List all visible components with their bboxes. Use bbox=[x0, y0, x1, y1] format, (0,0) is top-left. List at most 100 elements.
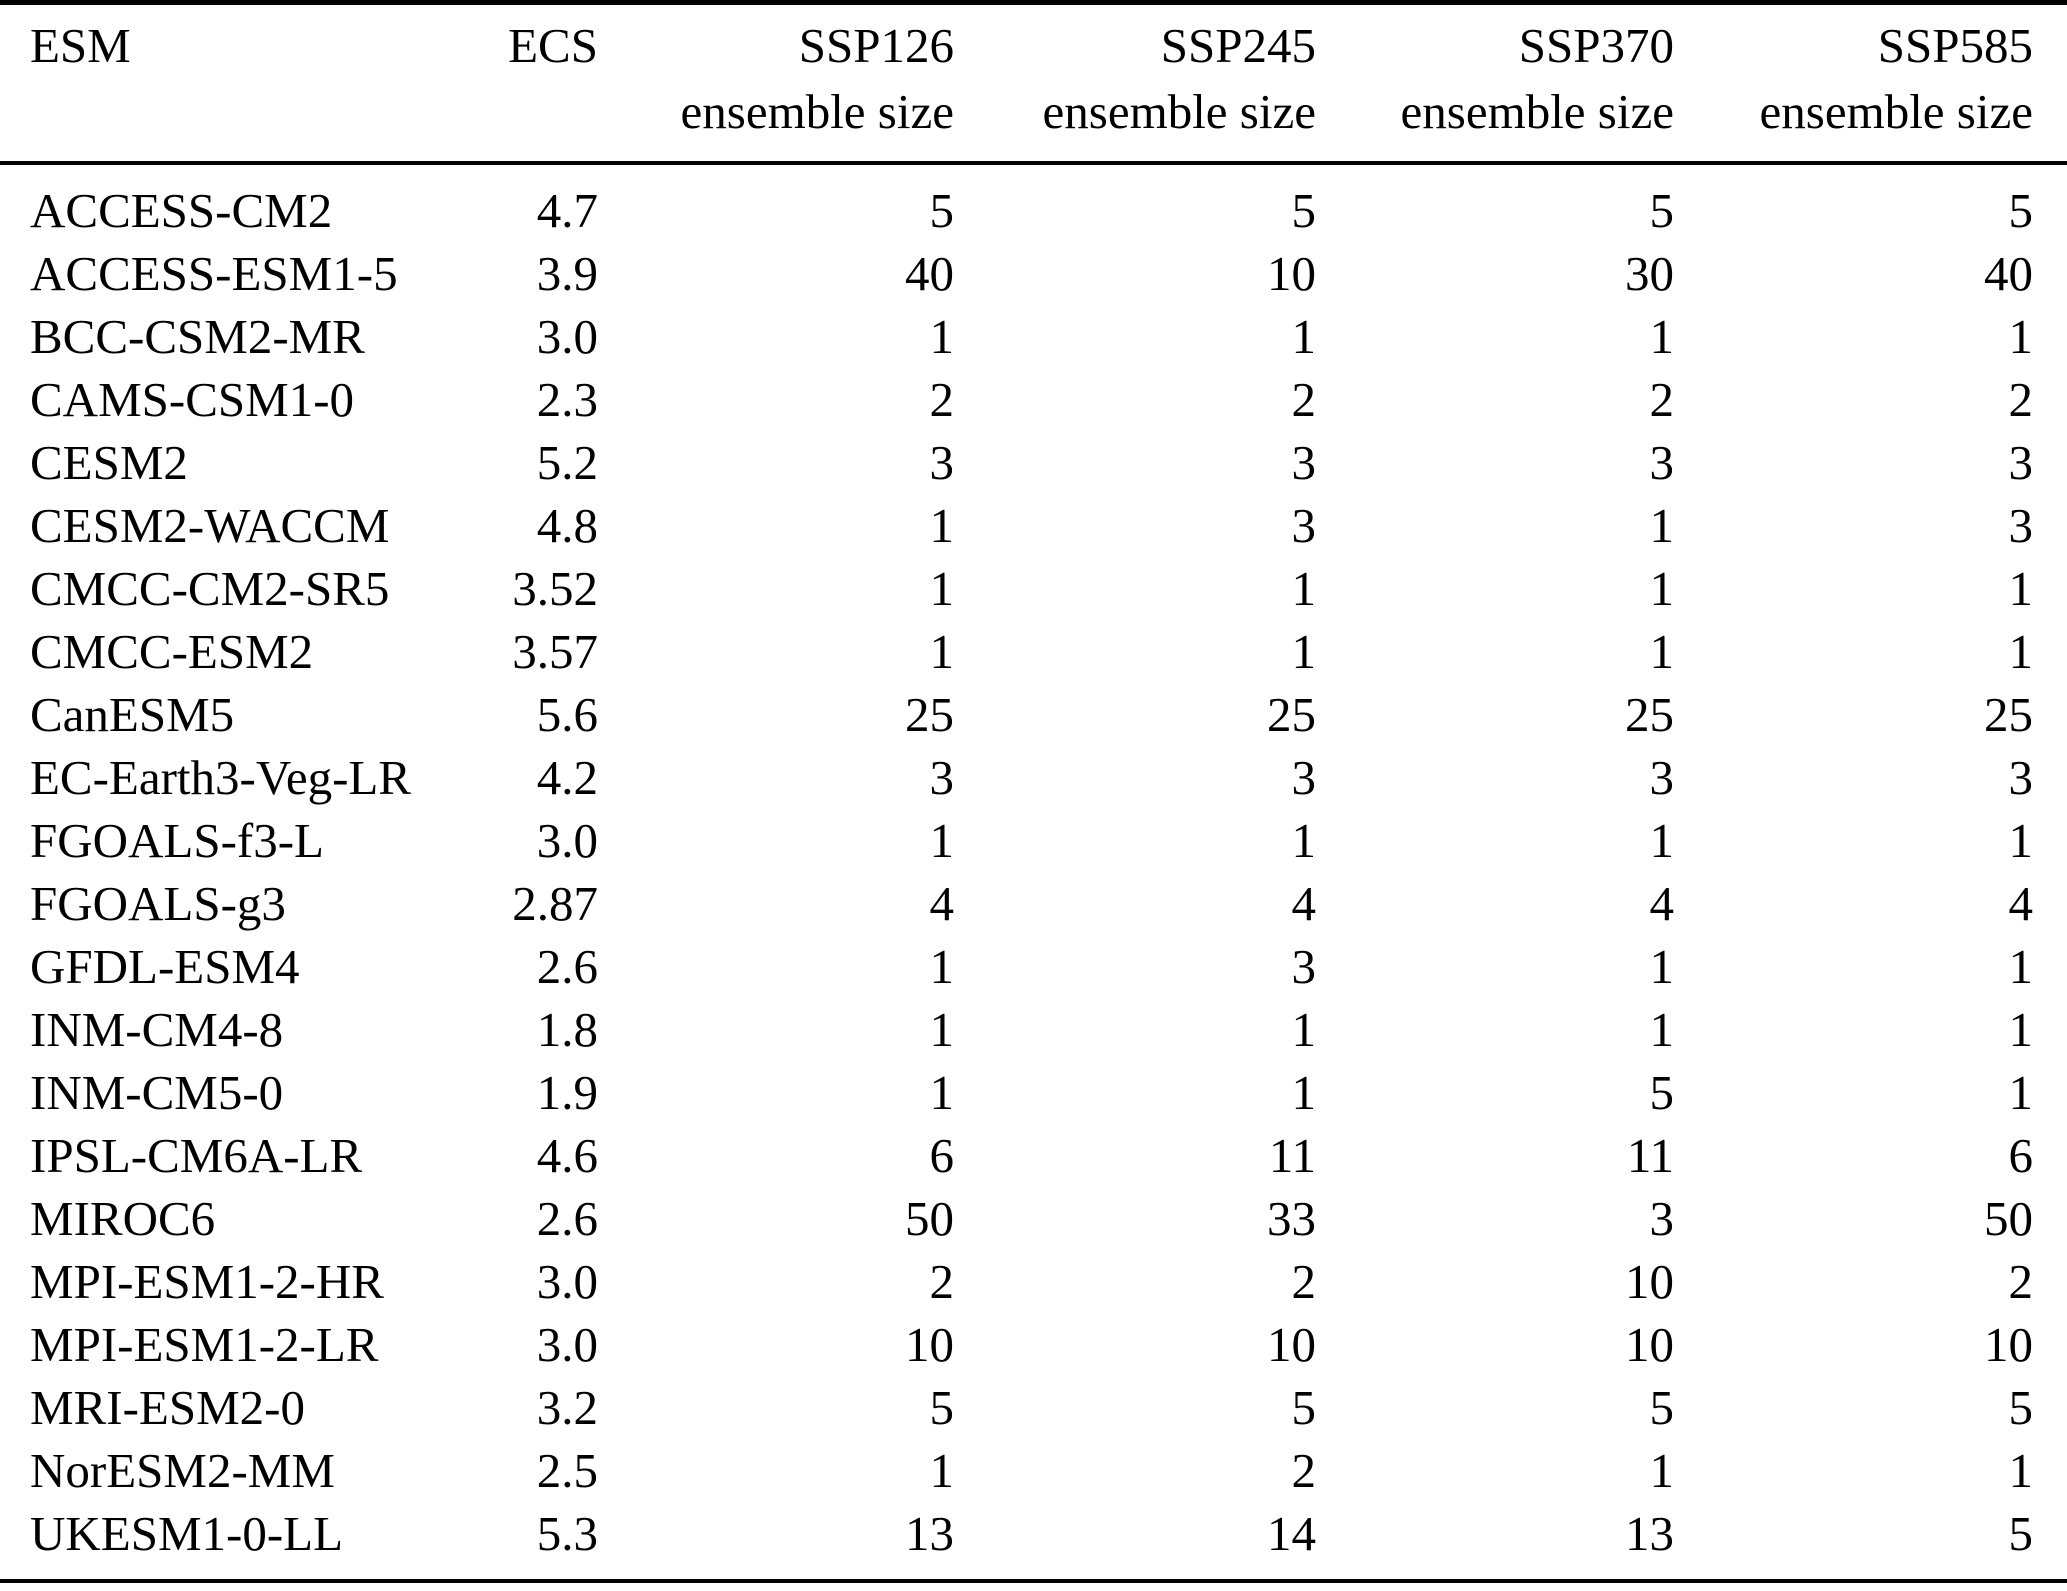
esm-name-cell: EC-Earth3-Veg-LR bbox=[30, 750, 411, 805]
ensemble-value-cell: 3.57 bbox=[512, 624, 598, 679]
column-header-esm: ESM bbox=[0, 2, 462, 165]
ensemble-value-cell: 1 bbox=[2008, 1443, 2034, 1498]
ensemble-value-cell: 10 bbox=[1267, 246, 1316, 301]
ensemble-value-cell: 3 bbox=[1649, 1191, 1675, 1246]
ensemble-value-cell: 1 bbox=[2008, 1065, 2034, 1120]
ensemble-value-cell: 3 bbox=[2008, 435, 2034, 490]
esm-name-cell: MPI-ESM1-2-LR bbox=[30, 1317, 379, 1372]
table-row: UKESM1-0-LL 5.3 13 14 13 5 bbox=[0, 1502, 2067, 1581]
ensemble-value-cell: 2.6 bbox=[536, 939, 598, 994]
ensemble-value-cell: 3 bbox=[2008, 750, 2034, 805]
ensemble-value-cell: 1 bbox=[929, 498, 955, 553]
ensemble-value-cell: 3 bbox=[1291, 498, 1317, 553]
ensemble-value-cell: 33 bbox=[1267, 1191, 1316, 1246]
column-label: SSP370 bbox=[1518, 18, 1674, 73]
ensemble-value-cell: 5 bbox=[1649, 1380, 1675, 1435]
ensemble-value-cell: 2 bbox=[1291, 372, 1317, 427]
ensemble-value-cell: 50 bbox=[905, 1191, 954, 1246]
ensemble-value-cell: 1 bbox=[929, 813, 955, 868]
ensemble-value-cell: 3.0 bbox=[536, 1317, 598, 1372]
ensemble-value-cell: 2.5 bbox=[536, 1443, 598, 1498]
esm-name-cell: MIROC6 bbox=[30, 1191, 216, 1246]
ensemble-value-cell: 40 bbox=[905, 246, 954, 301]
column-sublabel bbox=[462, 79, 598, 145]
ensemble-value-cell: 6 bbox=[2008, 1128, 2034, 1183]
ensemble-value-cell: 10 bbox=[1625, 1254, 1674, 1309]
ensemble-value-cell: 1 bbox=[1291, 1065, 1317, 1120]
ensemble-value-cell: 6 bbox=[929, 1128, 955, 1183]
column-sublabel bbox=[30, 79, 462, 145]
table-row: BCC-CSM2-MR 3.0 1 1 1 1 bbox=[0, 305, 2067, 368]
ensemble-value-cell: 5 bbox=[2008, 183, 2034, 238]
table-row: MPI-ESM1-2-HR 3.0 2 2 10 2 bbox=[0, 1250, 2067, 1313]
ensemble-value-cell: 5 bbox=[1649, 183, 1675, 238]
ensemble-value-cell: 1 bbox=[1649, 498, 1675, 553]
table-row: FGOALS-g3 2.87 4 4 4 4 bbox=[0, 872, 2067, 935]
column-label: SSP126 bbox=[798, 18, 954, 73]
table-row: GFDL-ESM4 2.6 1 3 1 1 bbox=[0, 935, 2067, 998]
ensemble-value-cell: 1 bbox=[2008, 624, 2034, 679]
ensemble-value-cell: 1 bbox=[929, 1065, 955, 1120]
ensemble-value-cell: 5 bbox=[1291, 183, 1317, 238]
ensemble-value-cell: 30 bbox=[1625, 246, 1674, 301]
ensemble-value-cell: 2 bbox=[2008, 1254, 2034, 1309]
ensemble-value-cell: 25 bbox=[905, 687, 954, 742]
ensemble-value-cell: 4 bbox=[1649, 876, 1675, 931]
ensemble-value-cell: 13 bbox=[905, 1506, 954, 1561]
table-row: CMCC-CM2-SR5 3.52 1 1 1 1 bbox=[0, 557, 2067, 620]
table-row: INM-CM5-0 1.9 1 1 5 1 bbox=[0, 1061, 2067, 1124]
ensemble-value-cell: 1 bbox=[2008, 309, 2034, 364]
table-row: NorESM2-MM 2.5 1 2 1 1 bbox=[0, 1439, 2067, 1502]
ensemble-value-cell: 1 bbox=[2008, 939, 2034, 994]
column-label: ECS bbox=[508, 18, 598, 73]
ensemble-value-cell: 1 bbox=[1649, 624, 1675, 679]
ensemble-value-cell: 3.0 bbox=[536, 309, 598, 364]
ensemble-value-cell: 25 bbox=[1984, 687, 2033, 742]
column-label: SSP245 bbox=[1160, 18, 1316, 73]
ensemble-value-cell: 5.6 bbox=[536, 687, 598, 742]
esm-name-cell: FGOALS-g3 bbox=[30, 876, 286, 931]
ensemble-value-cell: 10 bbox=[1267, 1317, 1316, 1372]
ensemble-value-cell: 3 bbox=[929, 750, 955, 805]
ensemble-value-cell: 1 bbox=[1291, 813, 1317, 868]
esm-name-cell: CanESM5 bbox=[30, 687, 235, 742]
ensemble-value-cell: 1 bbox=[2008, 1002, 2034, 1057]
ensemble-value-cell: 4 bbox=[1291, 876, 1317, 931]
ensemble-value-cell: 1 bbox=[1291, 624, 1317, 679]
table-row: FGOALS-f3-L 3.0 1 1 1 1 bbox=[0, 809, 2067, 872]
ensemble-value-cell: 3.9 bbox=[536, 246, 598, 301]
ensemble-value-cell: 3 bbox=[1291, 750, 1317, 805]
ensemble-value-cell: 1 bbox=[929, 561, 955, 616]
column-sublabel: ensemble size bbox=[1400, 84, 1674, 139]
ensemble-value-cell: 5 bbox=[929, 183, 955, 238]
ensemble-value-cell: 2 bbox=[929, 372, 955, 427]
ensemble-value-cell: 1 bbox=[929, 309, 955, 364]
esm-name-cell: GFDL-ESM4 bbox=[30, 939, 300, 994]
ensemble-value-cell: 10 bbox=[1625, 1317, 1674, 1372]
table-body: ACCESS-CM2 4.7 5 5 5 5 ACCESS-ESM1-5 3.9 40 10 30 4… bbox=[0, 163, 2067, 1581]
ensemble-value-cell: 2 bbox=[1649, 372, 1675, 427]
ensemble-value-cell: 5 bbox=[1291, 1380, 1317, 1435]
esm-name-cell: INM-CM5-0 bbox=[30, 1065, 284, 1120]
ensemble-value-cell: 1.9 bbox=[536, 1065, 598, 1120]
ensemble-value-cell: 3.2 bbox=[536, 1380, 598, 1435]
column-label: ESM bbox=[30, 18, 131, 73]
ensemble-value-cell: 3 bbox=[1649, 435, 1675, 490]
column-header-ssp126: SSP126 ensemble size bbox=[598, 2, 954, 165]
esm-name-cell: UKESM1-0-LL bbox=[30, 1506, 344, 1561]
esm-name-cell: INM-CM4-8 bbox=[30, 1002, 284, 1057]
ensemble-value-cell: 3.52 bbox=[512, 561, 598, 616]
ensemble-value-cell: 3 bbox=[1291, 435, 1317, 490]
ensemble-value-cell: 1 bbox=[929, 1443, 955, 1498]
esm-name-cell: CMCC-CM2-SR5 bbox=[30, 561, 390, 616]
ensemble-value-cell: 10 bbox=[1984, 1317, 2033, 1372]
table-row: CMCC-ESM2 3.57 1 1 1 1 bbox=[0, 620, 2067, 683]
ensemble-value-cell: 1 bbox=[929, 624, 955, 679]
ensemble-value-cell: 1 bbox=[1649, 561, 1675, 616]
esm-name-cell: CESM2-WACCM bbox=[30, 498, 390, 553]
esm-name-cell: IPSL-CM6A-LR bbox=[30, 1128, 363, 1183]
table-row: ACCESS-CM2 4.7 5 5 5 5 bbox=[0, 163, 2067, 242]
ensemble-value-cell: 3 bbox=[2008, 498, 2034, 553]
ensemble-value-cell: 5.3 bbox=[536, 1506, 598, 1561]
ensemble-value-cell: 1 bbox=[2008, 813, 2034, 868]
